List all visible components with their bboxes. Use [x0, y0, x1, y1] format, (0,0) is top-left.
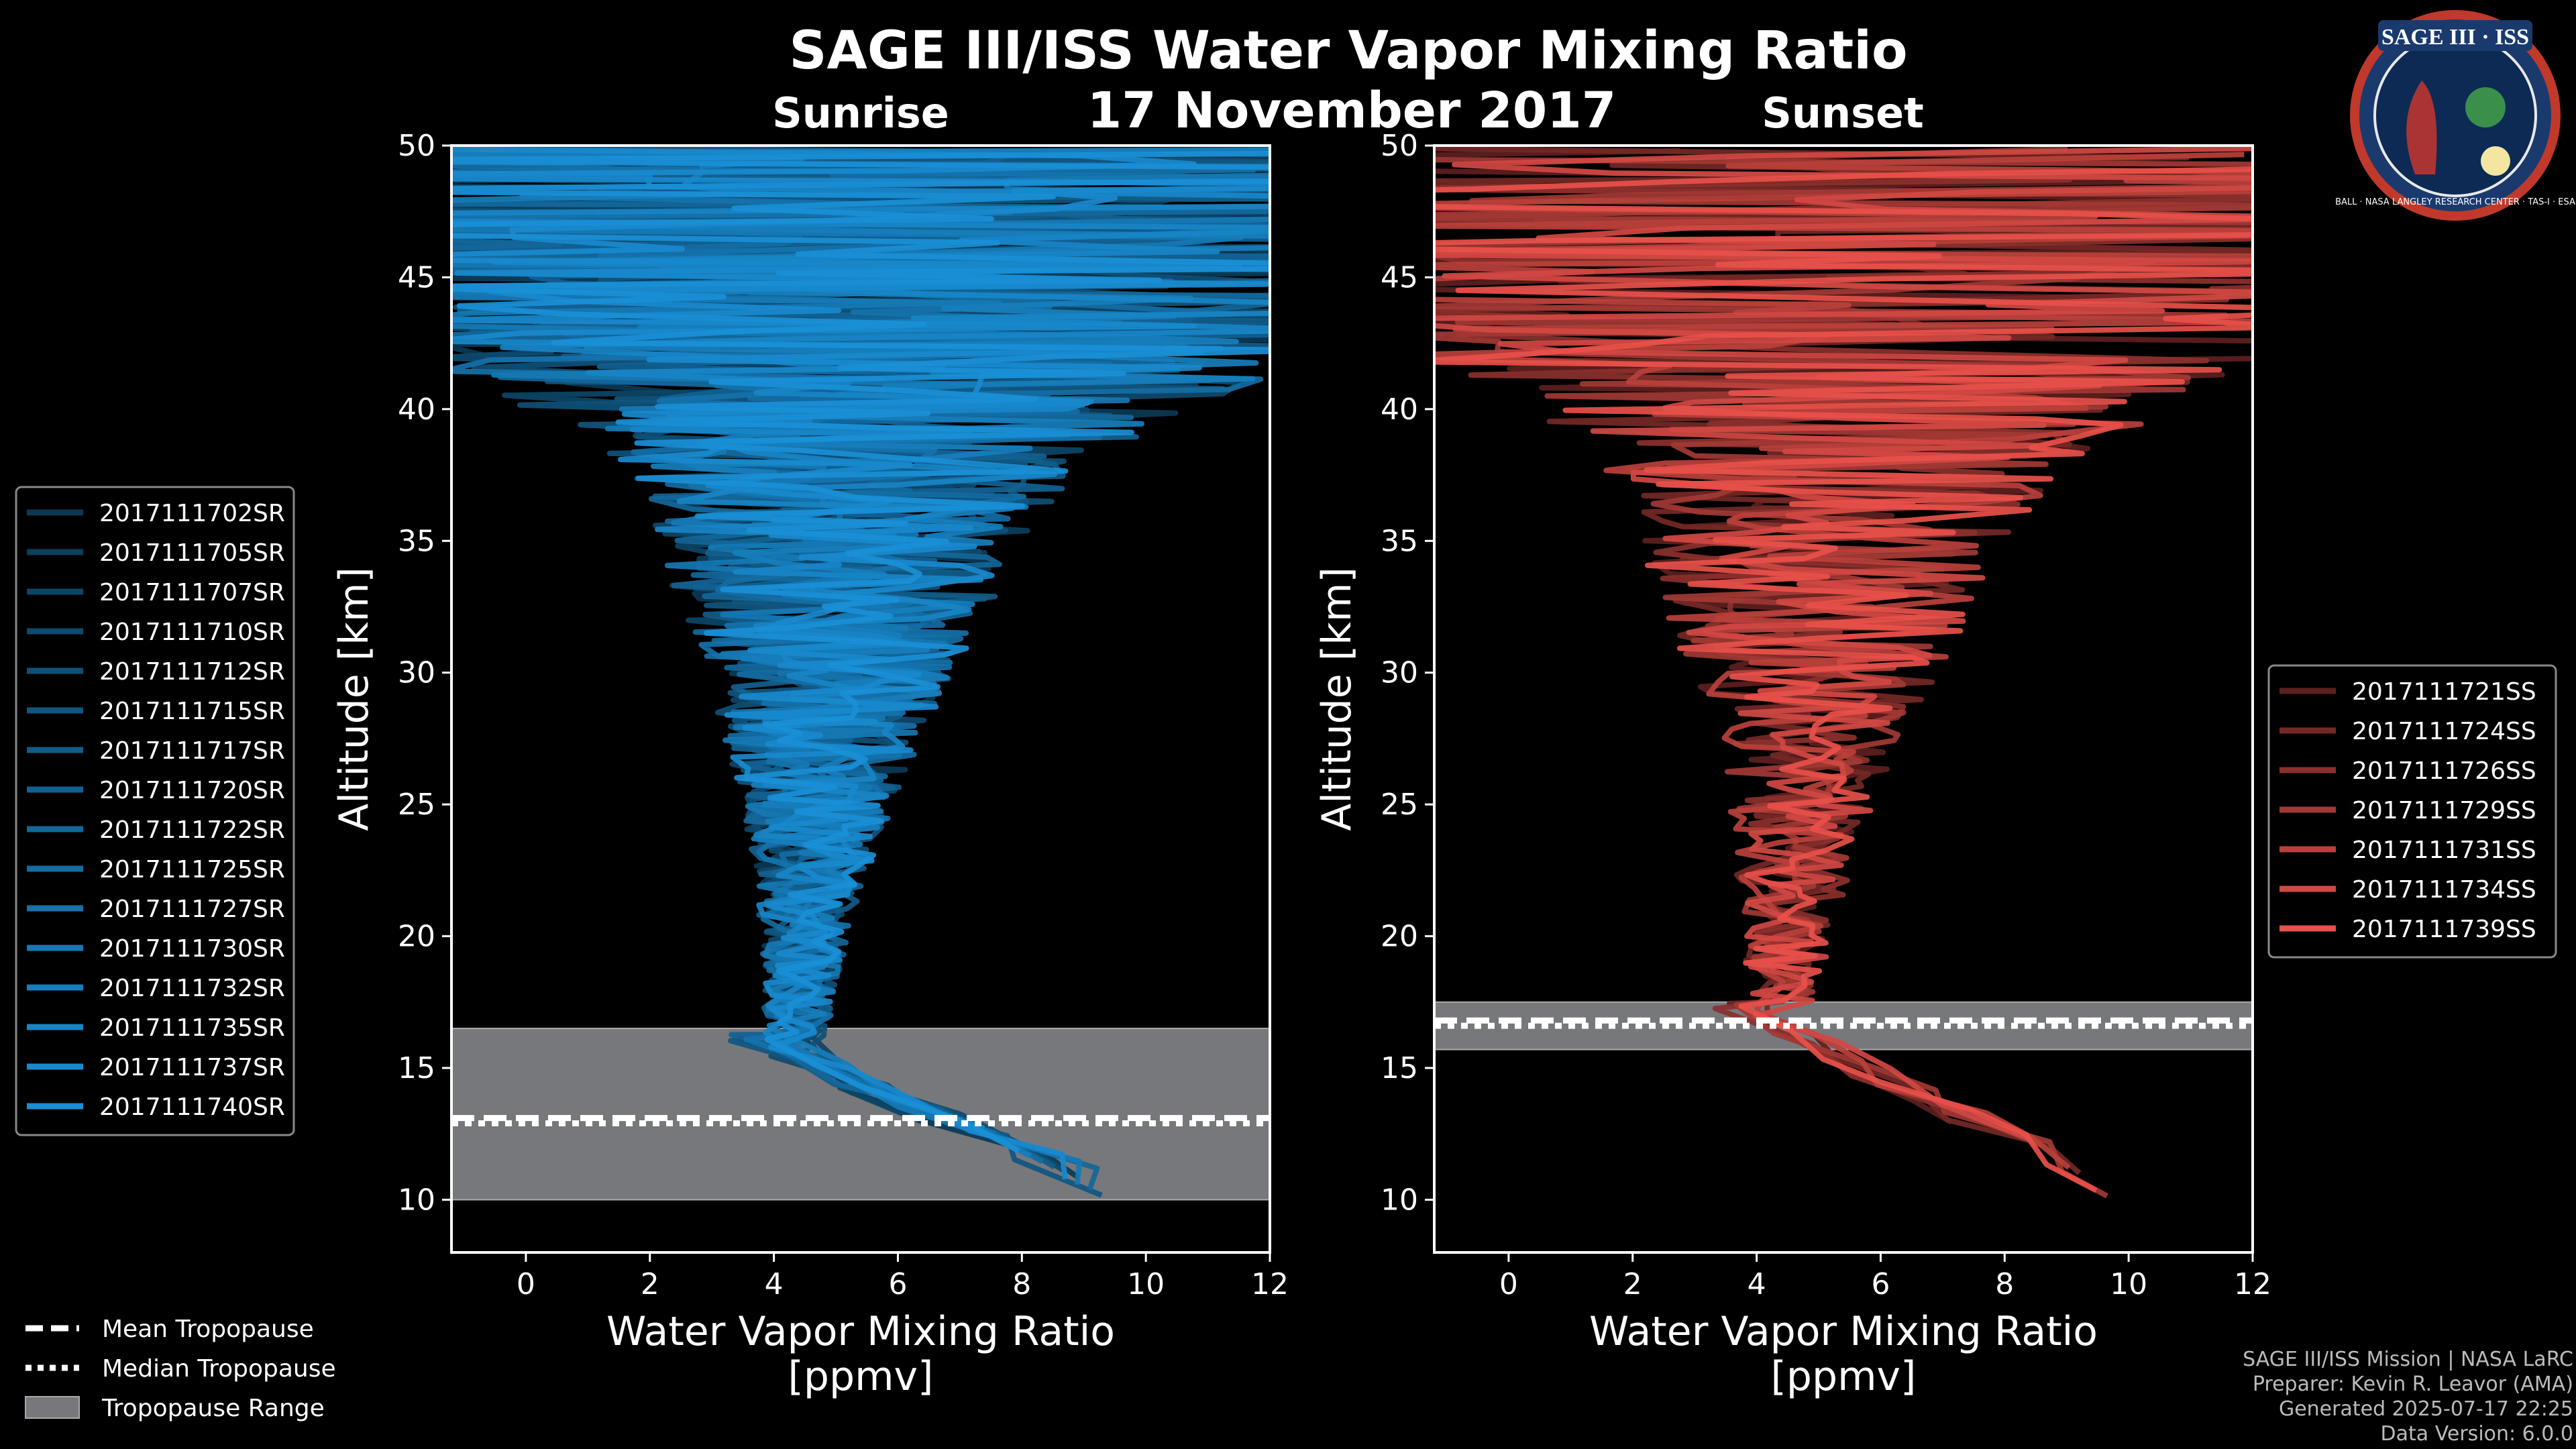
x-tick-label: 6	[888, 1267, 907, 1301]
sunset-subtitle: Sunset	[1762, 89, 1924, 138]
tropopause-range-band	[451, 1028, 1271, 1201]
legend-entry: 2017111730SR	[99, 935, 285, 963]
y-tick-label: 35	[1381, 524, 1418, 558]
plot-frame	[1433, 144, 2254, 1254]
legend-entry: 2017111727SR	[99, 896, 285, 923]
y-tick-label: 15	[398, 1051, 435, 1085]
x-axis-label: Water Vapor Mixing Ratio	[1589, 1308, 2098, 1355]
legend-tropopause-entry: Median Tropopause	[102, 1355, 336, 1383]
y-tick-label: 40	[398, 392, 435, 427]
y-tick-label: 25	[398, 788, 435, 822]
y-axis-label: Altitude [km]	[331, 567, 378, 831]
legend-tropopause-entry: Tropopause Range	[101, 1395, 325, 1422]
plot-frame	[450, 144, 1271, 1254]
y-tick-label: 45	[1381, 260, 1418, 294]
sunrise-panel: 0 2 4 6 8 10 12 10 15 20 25 30 35 40 45 50 Water Vapor M…	[331, 129, 1289, 1400]
logo-title: SAGE III · ISS	[2381, 25, 2529, 50]
legend-frame	[2267, 664, 2557, 959]
legend-entry: 2017111717SR	[99, 737, 285, 765]
x-tick-label: 4	[765, 1267, 784, 1301]
legend-entry: 2017111737SR	[99, 1054, 285, 1081]
profile-2017111735SR	[451, 170, 1270, 1131]
y-tick-label: 10	[398, 1183, 435, 1217]
footer: SAGE III/ISS Mission | NASA LaRC Prepare…	[2243, 1348, 2573, 1446]
sunrise-profiles	[451, 146, 1270, 1198]
x-tick-label: 0	[517, 1267, 535, 1301]
sunset-profiles	[1434, 146, 2253, 1199]
sunrise-legend: 2017111702SR 2017111705SR 2017111707SR 2017…	[15, 486, 295, 1136]
x-tick-label: 10	[2110, 1267, 2147, 1301]
tropopause-legend: Mean Tropopause Median Tropopause Tropopau…	[25, 1316, 336, 1422]
legend-entry: 2017111729SS	[2352, 797, 2536, 824]
y-tick-label: 20	[1381, 920, 1418, 954]
y-tick-label: 45	[398, 260, 435, 294]
logo-ring-text: BALL · NASA LANGLEY RESEARCH CENTER · TA…	[2335, 197, 2575, 207]
footer-line: SAGE III/ISS Mission | NASA LaRC	[2243, 1348, 2573, 1371]
x-tick-label: 2	[641, 1267, 659, 1301]
legend-entry: 2017111707SR	[99, 579, 285, 606]
y-tick-label: 35	[398, 524, 435, 558]
y-tick-label: 10	[1381, 1183, 1418, 1217]
y-tick-label: 30	[398, 656, 435, 690]
y-axis-label: Altitude [km]	[1313, 567, 1360, 831]
profile-2017111729SS	[1434, 157, 2253, 1199]
legend-entry: 2017111739SS	[2352, 916, 2536, 943]
y-tick-label: 20	[398, 920, 435, 954]
legend-entry: 2017111715SR	[99, 698, 285, 725]
x-axis-label: Water Vapor Mixing Ratio	[606, 1308, 1115, 1355]
y-tick-label: 50	[1381, 129, 1418, 163]
legend-entry: 2017111725SR	[99, 856, 285, 883]
footer-line: Generated 2025-07-17 22:25	[2279, 1397, 2573, 1421]
profile-2017111726SS	[1434, 146, 2253, 1148]
y-tick-label: 15	[1381, 1051, 1418, 1085]
legend-entry: 2017111722SR	[99, 816, 285, 844]
legend-entry: 2017111721SS	[2352, 678, 2536, 706]
y-tick-label: 30	[1381, 656, 1418, 690]
legend-tropopause-entry: Mean Tropopause	[102, 1316, 314, 1343]
x-axis-units: [ppmv]	[1771, 1353, 1917, 1400]
x-tick-label: 12	[1251, 1267, 1289, 1301]
sunset-legend: 2017111721SS 2017111724SS 2017111726SS 2017…	[2267, 664, 2557, 959]
footer-line: Data Version: 6.0.0	[2381, 1422, 2573, 1446]
profile-2017111731SS	[1434, 152, 2253, 1170]
legend-entry: 2017111740SR	[99, 1093, 285, 1121]
legend-frame	[15, 486, 295, 1136]
legend-entry: 2017111710SR	[99, 619, 285, 646]
profile-2017111740SR	[451, 150, 1270, 1154]
x-tick-label: 2	[1623, 1267, 1642, 1301]
x-axis-units: [ppmv]	[788, 1353, 934, 1400]
y-tick-label: 40	[1381, 392, 1418, 427]
legend-range-swatch	[25, 1396, 80, 1419]
x-tick-label: 4	[1748, 1267, 1766, 1301]
legend-entry: 2017111705SR	[99, 539, 285, 567]
sunrise-subtitle: Sunrise	[772, 89, 949, 138]
x-tick-label: 8	[1995, 1267, 2014, 1301]
sunset-panel: 0 2 4 6 8 10 12 10 15 20 25 30 35 40 45 50 Water Vapor M…	[1313, 129, 2271, 1400]
legend-entry: 2017111712SR	[99, 658, 285, 686]
legend-entry: 2017111720SR	[99, 777, 285, 804]
legend-entry: 2017111702SR	[99, 500, 285, 527]
legend-entry: 2017111726SS	[2352, 757, 2536, 785]
legend-entry: 2017111735SR	[99, 1014, 285, 1042]
profile-2017111732SR	[451, 147, 1270, 1159]
profile-2017111739SS	[1434, 166, 2253, 1193]
y-tick-label: 50	[398, 129, 435, 163]
x-tick-label: 10	[1127, 1267, 1165, 1301]
mission-logo: SAGE III · ISS BALL · NASA LANGLEY RESEA…	[2335, 10, 2575, 221]
x-tick-label: 6	[1871, 1267, 1890, 1301]
x-tick-label: 8	[1012, 1267, 1031, 1301]
x-tick-label: 0	[1499, 1267, 1518, 1301]
x-tick-label: 12	[2234, 1267, 2271, 1301]
legend-entry: 2017111724SS	[2352, 718, 2536, 745]
legend-entry: 2017111734SS	[2352, 876, 2536, 904]
legend-entry: 2017111732SR	[99, 975, 285, 1002]
legend-entry: 2017111731SS	[2352, 837, 2536, 864]
y-tick-label: 25	[1381, 788, 1418, 822]
chart-title: SAGE III/ISS Water Vapor Mixing Ratio	[789, 21, 1907, 81]
footer-line: Preparer: Kevin R. Leavor (AMA)	[2253, 1373, 2573, 1396]
chart-date: 17 November 2017	[1087, 82, 1616, 140]
